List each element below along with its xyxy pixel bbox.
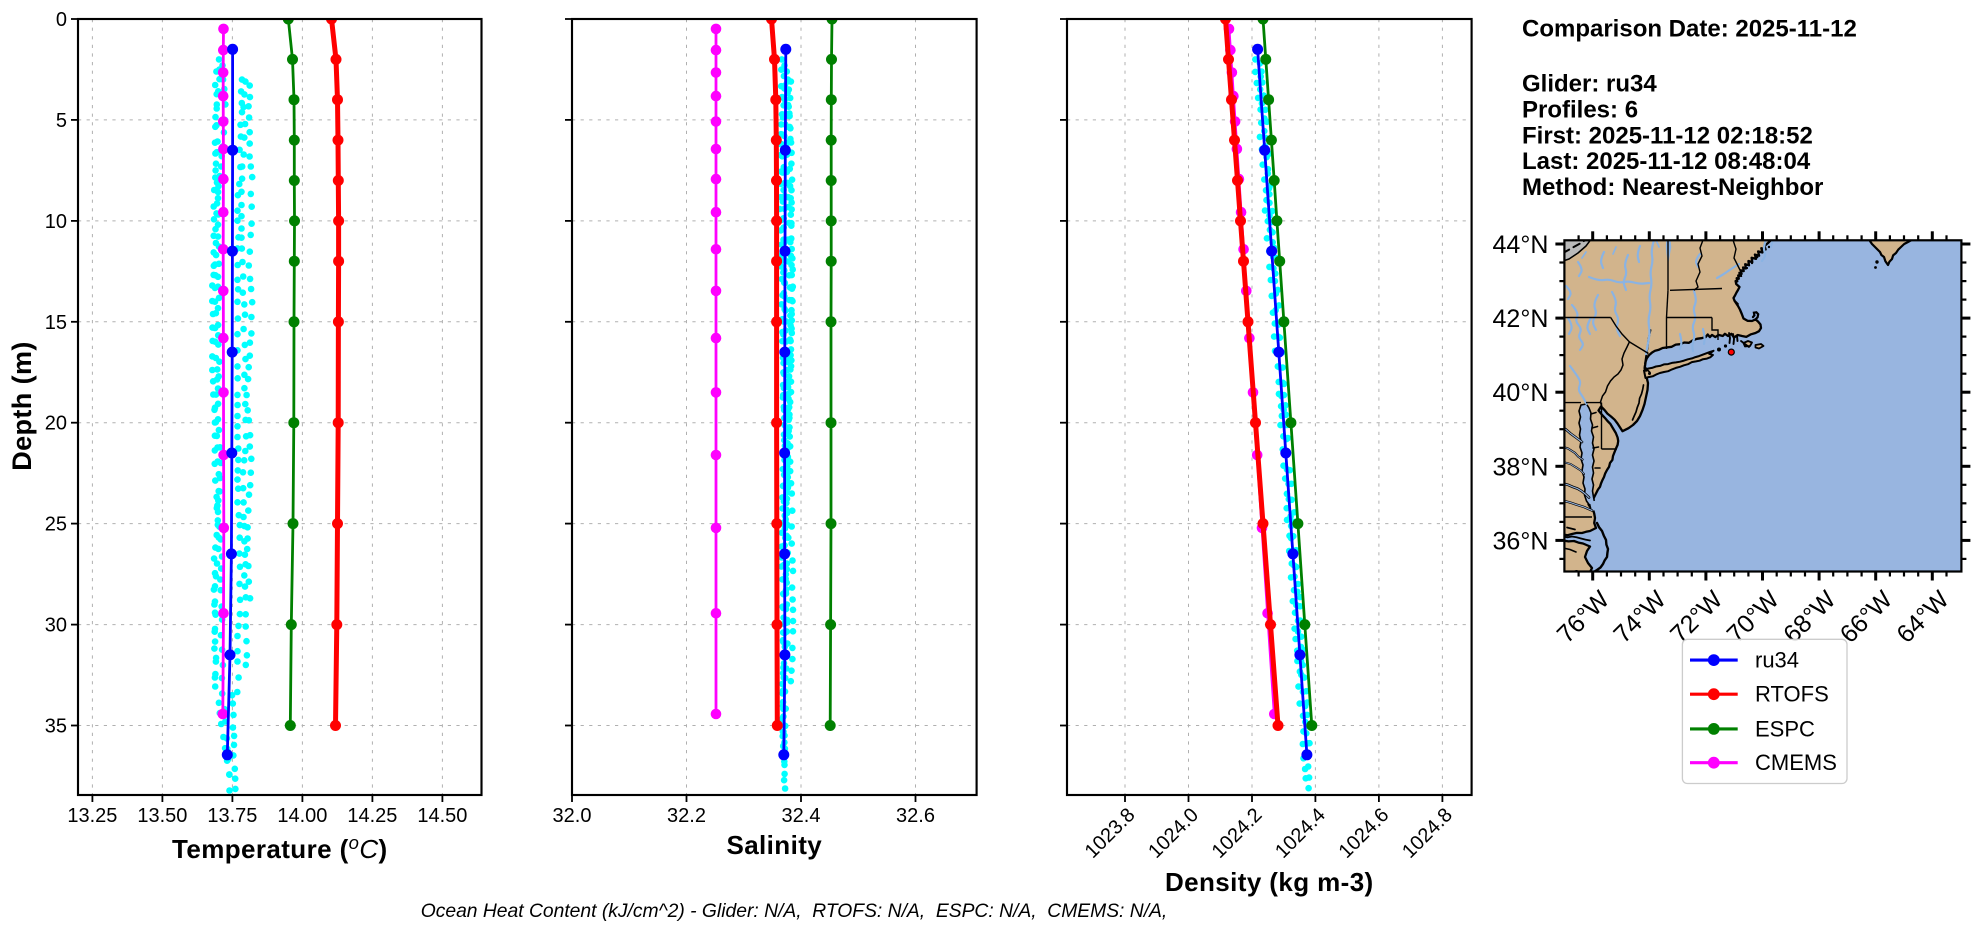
svg-text:30: 30 <box>45 615 67 637</box>
svg-text:Method: Nearest-Neighbor: Method: Nearest-Neighbor <box>1522 174 1823 201</box>
svg-text:42°N: 42°N <box>1493 305 1549 333</box>
svg-text:38°N: 38°N <box>1493 453 1549 481</box>
svg-text:13.25: 13.25 <box>67 805 117 827</box>
svg-text:First: 2025-11-12 02:18:52: First: 2025-11-12 02:18:52 <box>1522 122 1813 149</box>
svg-text:14.50: 14.50 <box>417 805 467 827</box>
svg-text:13.50: 13.50 <box>137 805 187 827</box>
svg-text:Comparison Date: 2025-11-12: Comparison Date: 2025-11-12 <box>1522 15 1857 42</box>
svg-text:14.25: 14.25 <box>347 805 397 827</box>
svg-text:ru34: ru34 <box>1755 648 1799 673</box>
svg-text:32.0: 32.0 <box>553 805 592 827</box>
svg-text:0: 0 <box>56 9 67 31</box>
svg-text:44°N: 44°N <box>1493 231 1549 259</box>
svg-text:ESPC: ESPC <box>1755 716 1815 741</box>
svg-text:14.00: 14.00 <box>277 805 327 827</box>
svg-text:Density (kg m-3): Density (kg m-3) <box>1165 867 1374 897</box>
svg-text:13.75: 13.75 <box>207 805 257 827</box>
svg-text:40°N: 40°N <box>1493 379 1549 407</box>
svg-text:CMEMS: CMEMS <box>1755 750 1837 775</box>
svg-text:20: 20 <box>45 413 67 435</box>
svg-text:Profiles: 6: Profiles: 6 <box>1522 96 1638 123</box>
svg-text:Last: 2025-11-12 08:48:04: Last: 2025-11-12 08:48:04 <box>1522 148 1811 175</box>
svg-text:Ocean Heat Content (kJ/cm^2) -: Ocean Heat Content (kJ/cm^2) - Glider: N… <box>421 901 1168 922</box>
svg-text:35: 35 <box>45 716 67 738</box>
svg-text:32.6: 32.6 <box>896 805 935 827</box>
svg-text:10: 10 <box>45 211 67 233</box>
svg-text:Depth (m): Depth (m) <box>7 341 37 471</box>
svg-text:5: 5 <box>56 110 67 132</box>
svg-text:25: 25 <box>45 514 67 536</box>
svg-text:RTOFS: RTOFS <box>1755 682 1829 707</box>
svg-text:Salinity: Salinity <box>726 830 822 860</box>
svg-text:32.2: 32.2 <box>667 805 706 827</box>
svg-text:36°N: 36°N <box>1493 527 1549 555</box>
svg-text:15: 15 <box>45 312 67 334</box>
svg-text:32.4: 32.4 <box>782 805 821 827</box>
svg-text:Glider: ru34: Glider: ru34 <box>1522 71 1657 98</box>
